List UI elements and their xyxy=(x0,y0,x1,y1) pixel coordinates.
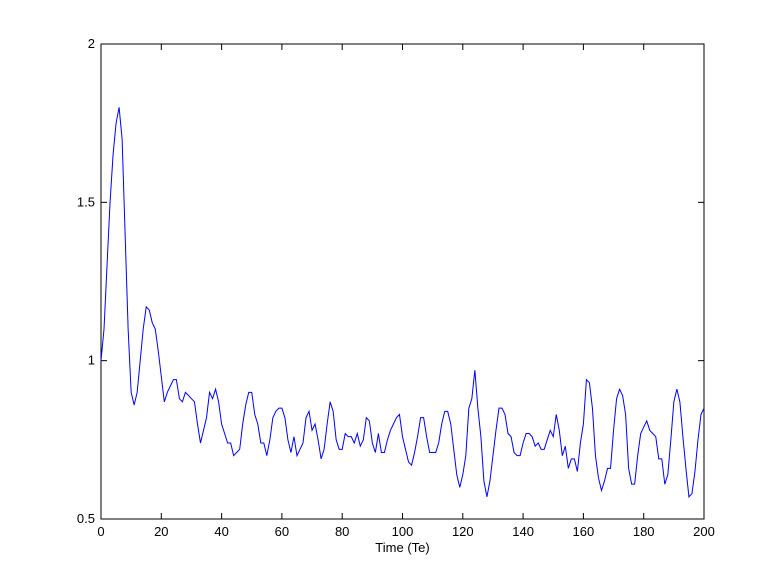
x-axis-label: Time (Te) xyxy=(375,540,429,555)
y-tick-label: 2 xyxy=(88,36,95,51)
x-tick-label: 0 xyxy=(97,524,104,539)
x-tick-label: 160 xyxy=(573,524,595,539)
y-tick-label: 1.5 xyxy=(77,194,95,209)
x-tick-label: 120 xyxy=(452,524,474,539)
x-tick-label: 80 xyxy=(335,524,349,539)
x-tick-label: 140 xyxy=(512,524,534,539)
x-tick-label: 200 xyxy=(693,524,715,539)
x-tick-label: 60 xyxy=(275,524,289,539)
y-tick-label: 0.5 xyxy=(77,511,95,526)
x-tick-label: 20 xyxy=(154,524,168,539)
x-tick-label: 40 xyxy=(214,524,228,539)
y-tick-label: 1 xyxy=(88,353,95,368)
x-tick-label: 100 xyxy=(392,524,414,539)
x-tick-label: 180 xyxy=(633,524,655,539)
plot-frame xyxy=(100,43,705,520)
data-line xyxy=(100,107,705,498)
